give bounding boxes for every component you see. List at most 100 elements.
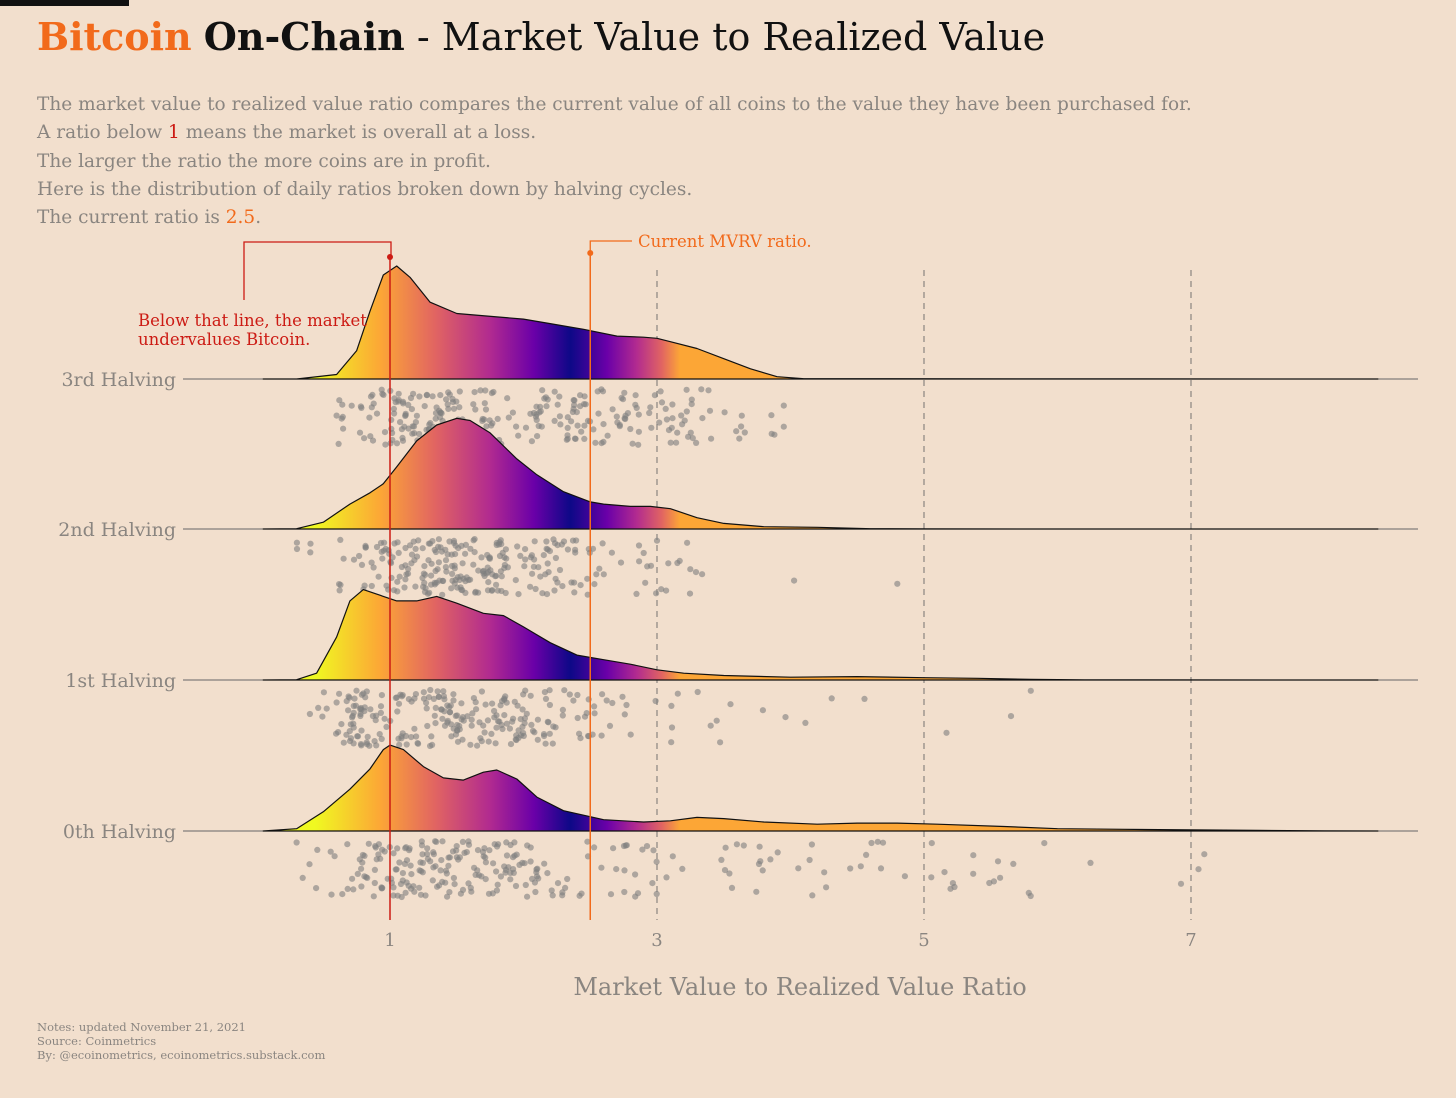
data-point bbox=[439, 715, 446, 722]
data-point bbox=[348, 402, 355, 409]
data-point bbox=[733, 428, 740, 435]
data-point bbox=[616, 421, 623, 428]
data-point bbox=[515, 591, 522, 598]
data-point bbox=[458, 716, 465, 723]
data-point bbox=[506, 725, 513, 732]
data-point bbox=[652, 697, 659, 705]
data-point bbox=[1027, 687, 1034, 694]
data-point bbox=[343, 731, 350, 738]
data-point bbox=[578, 428, 585, 435]
data-point bbox=[584, 591, 591, 598]
data-point bbox=[515, 432, 522, 439]
data-point bbox=[453, 847, 460, 854]
data-point bbox=[486, 847, 493, 854]
data-point bbox=[454, 738, 462, 745]
data-point bbox=[688, 396, 695, 403]
data-point bbox=[546, 687, 553, 694]
data-point bbox=[621, 415, 628, 422]
data-point bbox=[416, 884, 423, 891]
data-point bbox=[674, 429, 681, 436]
data-point bbox=[643, 843, 651, 850]
data-point bbox=[564, 424, 571, 431]
data-point bbox=[698, 386, 705, 393]
data-point bbox=[450, 405, 458, 412]
data-point bbox=[658, 399, 666, 406]
data-point bbox=[361, 435, 368, 442]
data-point bbox=[391, 410, 398, 417]
data-point bbox=[402, 412, 409, 419]
data-point bbox=[411, 557, 418, 564]
data-point bbox=[438, 706, 445, 713]
data-point bbox=[421, 579, 428, 587]
data-point bbox=[717, 739, 724, 746]
data-point bbox=[399, 437, 407, 444]
data-point bbox=[465, 841, 473, 848]
data-point bbox=[559, 706, 567, 714]
data-point bbox=[395, 390, 402, 397]
data-point bbox=[315, 704, 322, 712]
data-point bbox=[549, 892, 556, 899]
data-point bbox=[736, 435, 743, 442]
data-point bbox=[497, 702, 504, 709]
data-point bbox=[396, 573, 403, 580]
data-point bbox=[531, 538, 538, 545]
data-point bbox=[566, 691, 573, 698]
data-point bbox=[427, 742, 434, 750]
data-point bbox=[339, 413, 346, 420]
data-point bbox=[358, 742, 365, 749]
density-ridge bbox=[262, 744, 1379, 832]
data-point bbox=[970, 870, 977, 877]
data-point bbox=[521, 720, 528, 727]
data-point bbox=[477, 387, 484, 394]
data-point bbox=[438, 548, 445, 555]
data-point bbox=[336, 397, 343, 404]
data-point bbox=[307, 549, 314, 556]
data-point bbox=[619, 396, 627, 403]
data-point bbox=[357, 710, 364, 718]
data-point bbox=[552, 724, 559, 731]
data-point bbox=[398, 693, 405, 700]
data-point bbox=[358, 865, 365, 872]
data-point bbox=[376, 731, 383, 738]
data-point bbox=[571, 402, 578, 409]
data-point bbox=[570, 697, 577, 704]
data-point bbox=[668, 702, 675, 710]
data-point bbox=[293, 539, 300, 546]
data-point bbox=[364, 733, 371, 740]
below-line-label-2: undervalues Bitcoin. bbox=[138, 330, 310, 349]
data-point bbox=[574, 422, 581, 429]
data-point bbox=[467, 741, 474, 748]
data-point bbox=[336, 587, 343, 594]
subtitle-line-2-post: means the market is overall at a loss. bbox=[179, 122, 537, 144]
data-point bbox=[554, 880, 562, 887]
data-point bbox=[393, 440, 401, 447]
data-point bbox=[441, 722, 449, 729]
data-point bbox=[455, 856, 462, 863]
data-point bbox=[478, 688, 485, 695]
data-point bbox=[434, 883, 441, 890]
data-point bbox=[609, 699, 616, 707]
data-point bbox=[474, 847, 482, 854]
data-point bbox=[629, 440, 636, 447]
data-point bbox=[470, 537, 477, 544]
data-point bbox=[426, 421, 433, 428]
data-point bbox=[620, 842, 628, 850]
data-point bbox=[874, 838, 881, 845]
data-point bbox=[592, 439, 599, 446]
data-point bbox=[505, 864, 512, 871]
data-point bbox=[591, 710, 598, 717]
data-point bbox=[1087, 859, 1094, 867]
data-point bbox=[386, 550, 393, 557]
data-point bbox=[429, 393, 436, 400]
data-point bbox=[354, 733, 362, 740]
data-point bbox=[649, 880, 656, 887]
subtitle-line-5-post: . bbox=[255, 207, 262, 229]
data-point bbox=[699, 571, 706, 578]
data-point bbox=[394, 845, 401, 852]
data-point bbox=[373, 712, 380, 719]
data-point bbox=[584, 575, 591, 582]
data-point bbox=[617, 559, 625, 566]
data-point bbox=[314, 846, 321, 854]
data-point bbox=[774, 849, 781, 856]
